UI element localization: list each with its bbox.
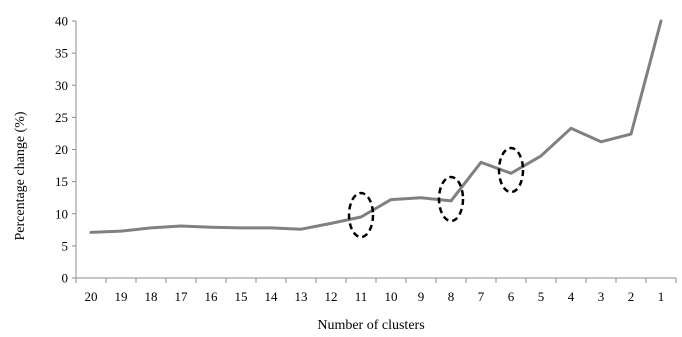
annotations	[347, 146, 525, 239]
x-axis: 20 19 18 17 16 15 14 13 12 11 10 9 8 7 6 5 4 3 2 1	[75, 277, 677, 304]
y-tick-label: 40	[55, 14, 68, 29]
series-line	[89, 19, 663, 234]
y-tick-label: 25	[55, 110, 68, 125]
x-tick-label: 6	[508, 289, 515, 304]
y-tick-label: 5	[62, 238, 69, 253]
y-tick-label: 35	[55, 46, 68, 61]
x-tick-label: 19	[115, 289, 128, 304]
x-tick-label: 10	[385, 289, 398, 304]
highlight-ellipse	[497, 146, 525, 194]
y-tick-label: 0	[62, 271, 69, 286]
y-tick-label: 10	[55, 206, 68, 221]
x-tick-label: 4	[568, 289, 575, 304]
series-lines	[89, 19, 663, 234]
y-axis: 0 5 10 15 20 25 30 35 40	[55, 14, 77, 286]
x-tick-label: 7	[478, 289, 485, 304]
x-tick-label: 15	[235, 289, 248, 304]
y-axis-title: Percentage change (%)	[13, 111, 28, 240]
y-tick-label: 15	[55, 174, 68, 189]
x-tick-label: 5	[538, 289, 545, 304]
x-tick-label: 8	[448, 289, 455, 304]
x-tick-label: 13	[295, 289, 308, 304]
x-tick-label: 3	[598, 289, 605, 304]
x-tick-label: 1	[658, 289, 665, 304]
x-tick-label: 16	[205, 289, 219, 304]
x-tick-label: 12	[325, 289, 338, 304]
highlight-ellipse	[347, 191, 375, 239]
y-tick-label: 30	[55, 78, 68, 93]
x-tick-label: 14	[265, 289, 279, 304]
x-tick-label: 9	[418, 289, 425, 304]
x-tick-label: 18	[145, 289, 158, 304]
x-tick-label: 17	[175, 289, 189, 304]
highlight-ellipse	[437, 175, 465, 223]
x-tick-label: 2	[628, 289, 635, 304]
y-tick-label: 20	[55, 142, 68, 157]
x-axis-title: Number of clusters	[317, 318, 424, 332]
x-tick-label: 20	[85, 289, 98, 304]
x-tick-label: 11	[355, 289, 368, 304]
